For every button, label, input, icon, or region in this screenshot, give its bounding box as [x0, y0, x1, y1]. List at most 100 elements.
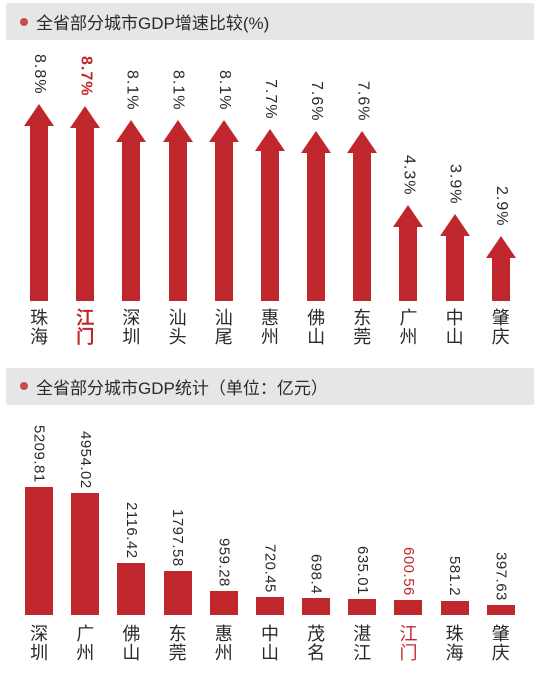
gdp-bar [25, 487, 53, 615]
gdp-col: 5209.81 [16, 415, 62, 615]
gdp-value: 4954.02 [77, 431, 94, 489]
growth-col: 2.9% [478, 46, 524, 301]
gdp-bar [302, 598, 330, 615]
growth-label: 东莞 [339, 309, 385, 347]
gdp-value: 1797.58 [169, 509, 186, 567]
gdp-col: 4954.02 [62, 415, 108, 615]
growth-col: 7.6% [293, 46, 339, 301]
gdp-value: 600.56 [400, 547, 417, 596]
gdp-col: 600.56 [385, 415, 431, 615]
gdp-bar [256, 597, 284, 615]
gdp-panel: 全省部分城市GDP统计（单位：亿元） 5209.81 4954.02 2116.42… [0, 365, 540, 663]
gdp-value: 5209.81 [31, 425, 48, 483]
growth-col: 8.7% [62, 46, 108, 301]
growth-label: 佛山 [293, 309, 339, 347]
arrow-icon [440, 214, 470, 301]
growth-title-bar: 全省部分城市GDP增速比较(%) [6, 3, 534, 40]
gdp-value: 959.28 [215, 538, 232, 587]
gdp-label: 江门 [385, 625, 431, 663]
arrow-icon [301, 131, 331, 301]
growth-label: 广州 [385, 309, 431, 347]
gdp-label: 肇庆 [478, 625, 524, 663]
growth-col: 8.1% [108, 46, 154, 301]
gdp-col: 720.45 [247, 415, 293, 615]
gdp-col: 1797.58 [155, 415, 201, 615]
gdp-col: 2116.42 [108, 415, 154, 615]
gdp-bar [348, 599, 376, 615]
growth-col: 8.1% [155, 46, 201, 301]
growth-value: 8.1% [122, 70, 140, 110]
gdp-bar [441, 601, 469, 615]
growth-value: 3.9% [446, 164, 464, 204]
growth-label: 江门 [62, 309, 108, 347]
gdp-bar [71, 493, 99, 615]
gdp-bar [164, 571, 192, 615]
gdp-bar [394, 600, 422, 615]
gdp-bar [210, 591, 238, 615]
gdp-label: 珠海 [432, 625, 478, 663]
bullet-icon [20, 18, 28, 26]
growth-label: 珠海 [16, 309, 62, 347]
arrow-icon [24, 104, 54, 301]
arrow-icon [163, 120, 193, 301]
arrow-icon [347, 131, 377, 301]
arrow-icon [486, 236, 516, 301]
growth-col: 8.8% [16, 46, 62, 301]
gdp-col: 581.2 [432, 415, 478, 615]
gdp-label: 广州 [62, 625, 108, 663]
gdp-col: 959.28 [201, 415, 247, 615]
growth-value: 7.6% [353, 81, 371, 121]
growth-value: 8.1% [169, 70, 187, 110]
gdp-value: 635.01 [354, 546, 371, 595]
gdp-label: 惠州 [201, 625, 247, 663]
growth-label: 中山 [432, 309, 478, 347]
gdp-value: 581.2 [446, 556, 463, 596]
growth-value: 8.1% [215, 70, 233, 110]
growth-value: 8.7% [76, 56, 94, 96]
gdp-value: 698.4 [308, 554, 325, 594]
gdp-label: 湛江 [339, 625, 385, 663]
growth-title: 全省部分城市GDP增速比较(%) [36, 9, 269, 34]
bullet-icon [20, 382, 28, 390]
growth-value: 4.3% [399, 155, 417, 195]
growth-label: 深圳 [108, 309, 154, 347]
growth-x-labels: 珠海江门深圳汕头汕尾惠州佛山东莞广州中山肇庆 [12, 301, 528, 347]
gdp-label: 深圳 [16, 625, 62, 663]
growth-value: 7.7% [261, 79, 279, 119]
arrow-icon [70, 106, 100, 301]
gdp-col: 635.01 [339, 415, 385, 615]
gdp-plot-area: 5209.81 4954.02 2116.42 1797.58 959.28 720.45… [12, 415, 528, 615]
growth-value: 8.8% [30, 54, 48, 94]
gdp-bar [487, 605, 515, 615]
gdp-label: 东莞 [155, 625, 201, 663]
gdp-value: 720.45 [261, 544, 278, 593]
growth-value: 7.6% [307, 81, 325, 121]
growth-panel: 全省部分城市GDP增速比较(%) 8.8% 8.7% 8.1% 8.1% 8.1% 7.7… [0, 0, 540, 347]
arrow-icon [116, 120, 146, 301]
gdp-value: 397.63 [492, 552, 509, 601]
gdp-label: 茂名 [293, 625, 339, 663]
panel-spacer [0, 347, 540, 365]
growth-plot-area: 8.8% 8.7% 8.1% 8.1% 8.1% 7.7% 7.6% 7.6% 4.3% 3.9%… [12, 46, 528, 301]
growth-label: 肇庆 [478, 309, 524, 347]
gdp-title: 全省部分城市GDP统计（单位：亿元） [36, 374, 328, 399]
arrow-icon [255, 129, 285, 301]
growth-label: 惠州 [247, 309, 293, 347]
gdp-value: 2116.42 [123, 502, 140, 559]
gdp-label: 中山 [247, 625, 293, 663]
growth-value: 2.9% [492, 186, 510, 226]
growth-label: 汕头 [155, 309, 201, 347]
arrow-icon [393, 205, 423, 301]
gdp-bar [117, 563, 145, 615]
arrow-icon [209, 120, 239, 301]
gdp-label: 佛山 [108, 625, 154, 663]
growth-col: 8.1% [201, 46, 247, 301]
growth-col: 4.3% [385, 46, 431, 301]
growth-col: 7.7% [247, 46, 293, 301]
gdp-x-labels: 深圳广州佛山东莞惠州中山茂名湛江江门珠海肇庆 [12, 615, 528, 663]
growth-col: 3.9% [432, 46, 478, 301]
growth-label: 汕尾 [201, 309, 247, 347]
gdp-title-bar: 全省部分城市GDP统计（单位：亿元） [6, 368, 534, 405]
growth-col: 7.6% [339, 46, 385, 301]
gdp-col: 698.4 [293, 415, 339, 615]
